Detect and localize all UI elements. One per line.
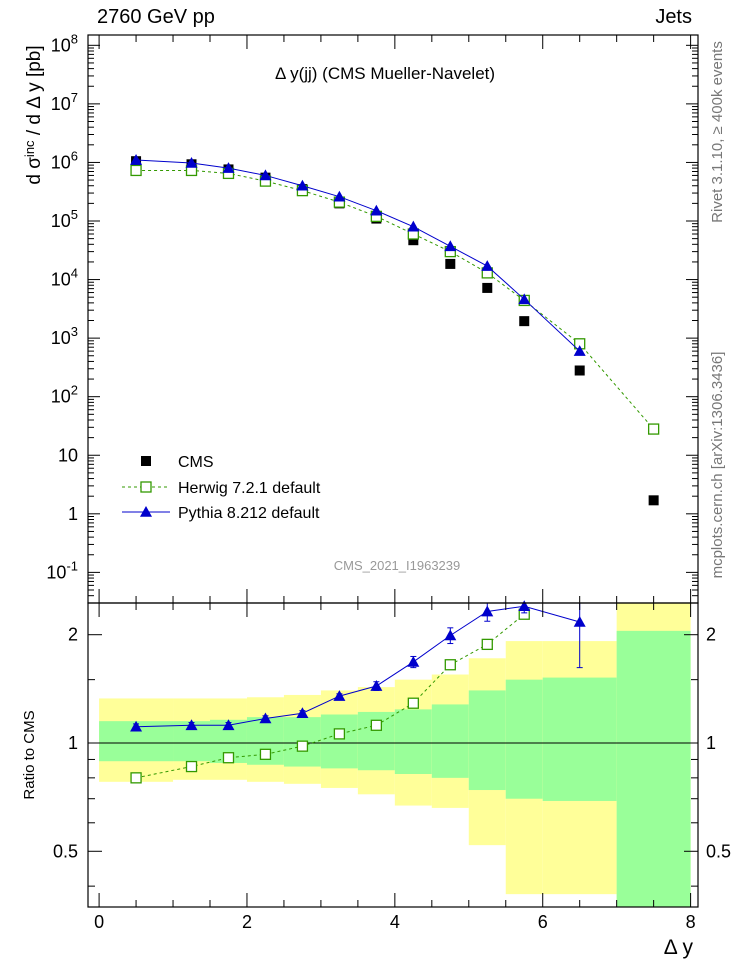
x-tick-label: 4 <box>390 912 400 932</box>
data-point <box>130 154 143 165</box>
x-axis-label: Δ y <box>664 936 694 959</box>
data-point <box>574 365 585 376</box>
y-tick-label: 105 <box>51 207 78 231</box>
data-point <box>444 240 457 252</box>
y-tick-label: 106 <box>51 148 78 172</box>
ratio-y-tick-label-right: 1 <box>706 733 716 753</box>
y-tick-label: 1 <box>68 504 78 524</box>
data-point <box>482 282 493 293</box>
ratio-plot-panel <box>88 600 698 907</box>
ratio-point <box>222 752 235 764</box>
stat-uncertainty-band <box>468 690 506 791</box>
ratio-point <box>444 629 457 641</box>
data-point <box>648 495 659 506</box>
ratio-point <box>222 719 235 731</box>
series-line <box>136 159 581 352</box>
stat-uncertainty-band <box>542 677 617 801</box>
data-point <box>573 345 586 356</box>
ratio-point <box>130 720 143 732</box>
legend-marker <box>140 481 152 493</box>
x-tick-label: 2 <box>242 912 252 932</box>
data-point <box>518 293 531 305</box>
data-point <box>519 316 530 327</box>
stat-uncertainty-band <box>320 714 358 769</box>
ratio-point <box>407 655 420 667</box>
ratio-plot-frame <box>87 602 699 908</box>
ratio-point <box>259 712 272 724</box>
stat-uncertainty-band <box>505 679 543 799</box>
legend-label: CMS <box>178 454 214 471</box>
ratio-point <box>259 748 272 760</box>
data-point <box>481 260 494 271</box>
y-tick-label: 103 <box>51 324 78 348</box>
data-point <box>370 204 383 216</box>
stat-uncertainty-band <box>616 630 691 907</box>
series-line <box>136 169 655 430</box>
data-point <box>445 258 456 269</box>
ratio-point <box>481 605 494 617</box>
y-tick-label: 10-1 <box>46 558 78 582</box>
y-axis-label: d σinc / d Δ y [pb] <box>22 45 45 184</box>
plot-title: Δ y(jj) (CMS Mueller-Navelet) <box>275 64 495 83</box>
ratio-point <box>130 772 142 784</box>
stat-uncertainty-band <box>431 704 469 778</box>
x-tick-label: 6 <box>538 912 548 932</box>
ratio-point <box>185 719 198 731</box>
rivet-version-label: Rivet 3.1.10, ≥ 400k events <box>709 41 726 223</box>
x-tick-label: 8 <box>686 912 696 932</box>
ratio-y-tick-label: 2 <box>68 625 78 645</box>
data-point <box>407 220 420 232</box>
ratio-y-tick-label-right: 0.5 <box>706 841 731 861</box>
legend-label: Herwig 7.2.1 default <box>178 480 321 497</box>
legend: CMS Herwig 7.2.1 default Pythia 8.212 defa… <box>122 454 321 522</box>
data-point <box>408 235 419 246</box>
legend-label: Pythia 8.212 default <box>178 505 320 522</box>
header-energy-label: 2760 GeV pp <box>97 6 215 28</box>
y-tick-label: 10 <box>58 445 78 465</box>
ratio-point <box>333 690 346 701</box>
data-point <box>296 179 309 191</box>
ratio-point <box>296 707 309 719</box>
x-tick-label: 0 <box>94 912 104 932</box>
ratio-point <box>573 615 586 627</box>
ratio-series-line <box>135 613 525 779</box>
ratio-point <box>333 728 346 740</box>
y-tick-label: 107 <box>51 90 78 114</box>
y-tick-label: 102 <box>51 383 78 407</box>
ratio-y-tick-label: 0.5 <box>53 841 78 861</box>
ratio-point <box>296 740 309 752</box>
ratio-point <box>444 659 456 671</box>
ratio-series-line <box>136 605 580 728</box>
data-point <box>185 156 198 168</box>
ratio-point <box>370 719 383 731</box>
data-point <box>647 423 660 435</box>
data-point <box>333 190 346 202</box>
y-tick-label: 108 <box>51 31 78 55</box>
data-point <box>222 162 235 173</box>
legend-marker <box>140 506 152 517</box>
header-process-label: Jets <box>655 6 692 28</box>
ratio-point <box>370 680 383 691</box>
ratio-axis-label: Ratio to CMS <box>21 710 38 799</box>
legend-marker <box>141 456 151 466</box>
ratio-y-tick-label-right: 2 <box>706 625 716 645</box>
main-plot-panel <box>130 154 660 506</box>
analysis-id-label: CMS_2021_I1963239 <box>334 558 461 573</box>
mcplots-source-label: mcplots.cern.ch [arXiv:1306.3436] <box>709 352 726 579</box>
ratio-point <box>518 600 531 612</box>
data-point <box>259 169 272 181</box>
ratio-y-tick-label: 1 <box>68 733 78 753</box>
ratio-point <box>481 638 493 651</box>
ratio-point <box>185 760 198 773</box>
ratio-point <box>407 697 419 709</box>
y-tick-label: 104 <box>51 266 78 290</box>
stat-uncertainty-band <box>394 709 432 774</box>
data-point <box>130 164 142 177</box>
